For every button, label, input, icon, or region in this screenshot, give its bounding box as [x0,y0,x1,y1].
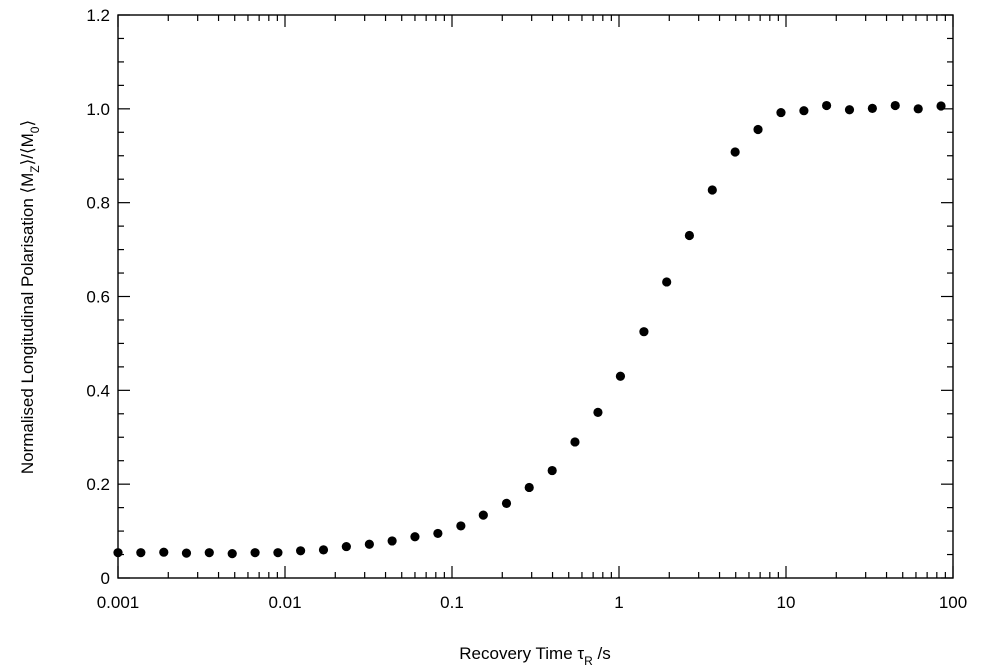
data-point [318,545,329,555]
data-point [615,371,626,381]
y-tick-label: 0 [101,569,110,588]
data-point [273,548,283,558]
data-point [776,107,786,118]
y-tick-label: 1.0 [86,100,110,119]
data-point [867,103,877,113]
data-point [136,548,146,558]
data-point [753,124,763,135]
x-tick-label: 10 [777,593,796,612]
data-point [501,498,512,509]
x-tick-label: 0.001 [97,593,140,612]
data-point [730,147,740,157]
data-point [844,105,855,115]
data-point [113,548,123,558]
plot-frame [117,14,954,579]
data-point [296,546,306,556]
data-point [524,482,534,493]
data-point [684,230,695,241]
data-point [227,549,237,559]
data-point [364,539,374,549]
data-point [204,548,214,558]
data-point [456,521,466,531]
data-point [570,437,580,447]
data-point [410,532,420,542]
y-tick-label: 1.2 [86,6,110,25]
data-point [662,277,672,287]
data-point [181,548,192,558]
data-point [799,106,809,116]
data-point [913,104,923,114]
data-point [707,185,717,195]
data-point [547,465,557,476]
data-point [478,510,488,520]
x-tick-label: 1 [614,593,623,612]
data-point [936,101,946,111]
tick-labels: 0.001 0.01 0.1 1 10 100 0 0.2 0.4 0.6 0.8 1.0 1.2 [86,6,967,612]
x-tick-label: 0.01 [268,593,301,612]
data-point [387,536,397,546]
data-point [890,100,900,111]
data-point [159,547,169,557]
data-point [433,528,443,539]
y-axis-label: Normalised Longitudinal Polarisation ⟨MZ… [18,120,42,474]
x-tick-label: 100 [939,593,967,612]
data-points [113,100,946,559]
y-tick-label: 0.8 [86,194,110,213]
y-tick-label: 0.2 [86,475,110,494]
data-point [639,327,649,337]
x-axis-label: Recovery Time τR /s [459,644,610,668]
data-point [341,541,351,552]
axis-ticks [117,14,954,579]
data-point [250,548,260,558]
data-point [593,407,603,417]
y-tick-label: 0.6 [86,288,110,307]
x-tick-label: 0.1 [440,593,464,612]
data-point [821,100,832,111]
y-tick-label: 0.4 [86,381,110,400]
